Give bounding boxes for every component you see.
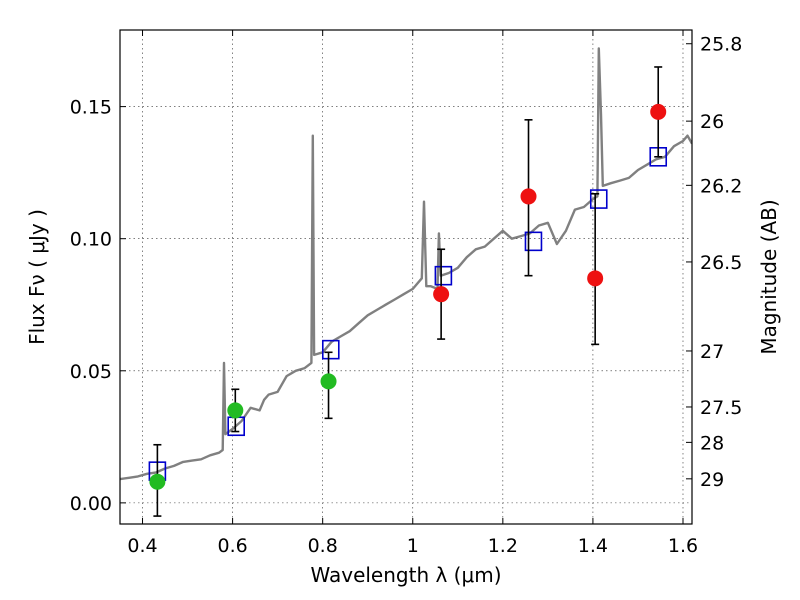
right-tick-label: 27.5 xyxy=(700,397,742,419)
x-tick-label: 0.4 xyxy=(127,535,157,557)
right-tick-label: 25.8 xyxy=(700,34,742,56)
right-tick-label: 27 xyxy=(700,341,724,363)
model-square-marker xyxy=(589,189,608,209)
right-tick-label: 26 xyxy=(700,111,724,133)
photometry-layer xyxy=(148,66,668,517)
grid xyxy=(120,30,692,524)
y-axis-label: Flux Fν ( μJy ) xyxy=(25,209,49,345)
ticks: 0.4 0.6 0.8 1 1.2 1.4 1.6 0.00 0.05 0.10 0.15 25.8 2… xyxy=(70,30,742,557)
y-tick-label: 0.05 xyxy=(70,361,112,383)
data-point-circle xyxy=(433,286,450,303)
data-point-circle xyxy=(320,373,337,390)
data-point-circle xyxy=(587,270,604,287)
y-tick-label: 0.15 xyxy=(70,97,112,119)
data-point-circle xyxy=(227,402,244,419)
x-tick-label: 1 xyxy=(407,535,419,557)
x-tick-label: 1.4 xyxy=(578,535,608,557)
plot-frame xyxy=(119,29,693,525)
model-square-marker xyxy=(321,339,340,360)
x-tick-label: 1.6 xyxy=(668,535,698,557)
data-point-circle xyxy=(149,473,166,490)
model-square-marker xyxy=(434,265,453,286)
y-tick-label: 0.10 xyxy=(70,229,112,251)
right-tick-label: 29 xyxy=(700,469,724,491)
right-tick-label: 26.5 xyxy=(700,252,742,274)
x-tick-label: 1.2 xyxy=(488,535,518,557)
x-tick-label: 0.8 xyxy=(308,535,338,557)
data-point-circle xyxy=(520,188,537,205)
right-tick-label: 28 xyxy=(700,432,724,454)
y-axis-right-label: Magnitude (AB) xyxy=(757,199,781,354)
spectrum-line xyxy=(120,47,692,481)
y-tick-label: 0.00 xyxy=(70,493,112,515)
right-tick-label: 26.2 xyxy=(700,175,742,197)
spectrum-layer xyxy=(120,47,692,481)
x-axis-label: Wavelength λ (μm) xyxy=(310,563,501,587)
model-square-marker xyxy=(524,231,543,252)
data-point-circle xyxy=(650,103,667,120)
x-tick-label: 0.6 xyxy=(217,535,247,557)
